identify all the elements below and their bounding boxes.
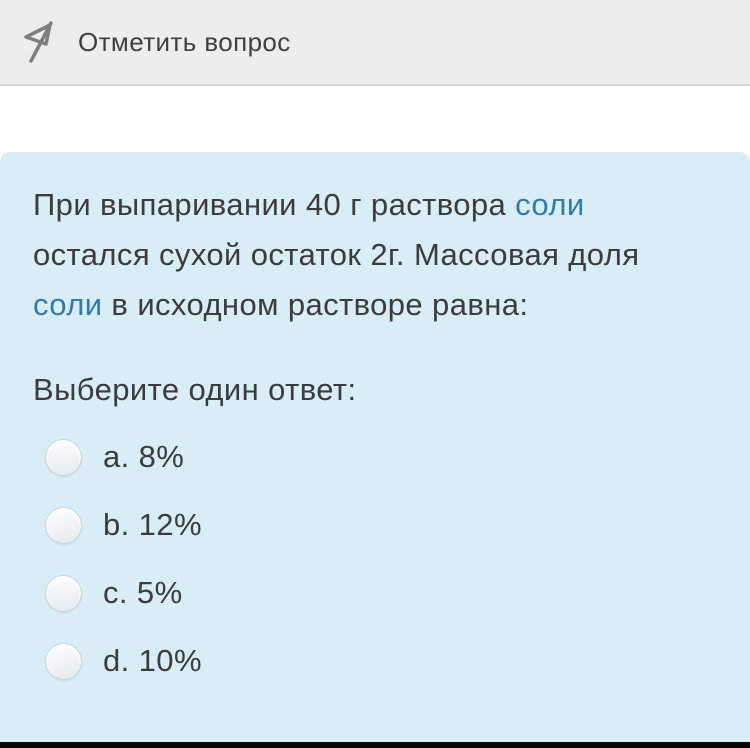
bottom-letterbox-bar — [0, 742, 750, 748]
question-text-segment: в исходном растворе равна: — [102, 287, 529, 322]
question-text: При выпаривании 40 г раствора соли остал… — [33, 180, 720, 330]
flag-question-button[interactable]: Отметить вопрос — [20, 20, 291, 64]
question-line: соли в исходном растворе равна: — [33, 280, 720, 330]
option-row[interactable]: d. 10% — [45, 642, 720, 680]
radio-button-c[interactable] — [45, 574, 82, 612]
question-text-segment: При выпаривании 40 г раствора — [33, 187, 516, 222]
option-row[interactable]: b. 12% — [45, 506, 720, 544]
radio-button-d[interactable] — [45, 642, 82, 680]
question-term-link[interactable]: соли — [33, 287, 103, 322]
option-label-d[interactable]: d. 10% — [103, 643, 202, 678]
question-term-link[interactable]: соли — [515, 187, 585, 222]
option-row[interactable]: a. 8% — [45, 438, 720, 476]
option-label-c[interactable]: c. 5% — [103, 575, 183, 610]
option-label-a[interactable]: a. 8% — [103, 439, 185, 474]
option-label-b[interactable]: b. 12% — [103, 507, 202, 542]
option-row[interactable]: c. 5% — [45, 574, 720, 612]
question-text-segment: остался сухой остаток 2г. Массовая доля — [33, 237, 640, 272]
answer-prompt: Выберите один ответ: — [33, 372, 357, 407]
radio-button-a[interactable] — [45, 438, 82, 476]
flag-icon — [24, 21, 53, 63]
question-line: При выпаривании 40 г раствора соли — [33, 180, 720, 230]
question-line: остался сухой остаток 2г. Массовая доля — [33, 230, 720, 280]
options-list: a. 8% b. 12% c. 5% d. 10% — [33, 438, 720, 680]
question-header: Отметить вопрос — [0, 0, 750, 86]
radio-button-b[interactable] — [45, 506, 82, 544]
flag-question-label: Отметить вопрос — [78, 26, 291, 57]
question-panel: При выпаривании 40 г раствора соли остал… — [0, 152, 750, 742]
